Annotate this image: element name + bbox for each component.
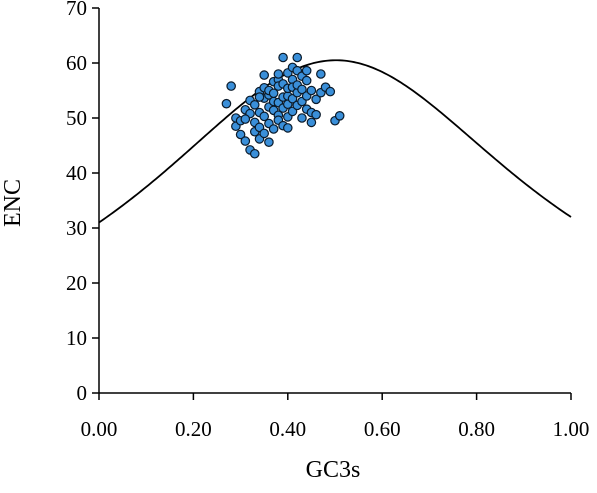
x-tick-label: 0.60	[364, 417, 401, 441]
data-point	[235, 129, 246, 140]
y-tick-label: 0	[77, 381, 88, 405]
data-point	[316, 69, 326, 79]
x-tick-label: 0.20	[175, 417, 212, 441]
data-point	[334, 111, 345, 121]
data-point	[268, 124, 279, 134]
data-point	[301, 75, 312, 86]
y-tick-label: 10	[66, 326, 87, 350]
expected-enc-curve	[98, 59, 572, 224]
data-point	[221, 98, 232, 109]
data-point	[297, 84, 307, 95]
x-tick-label: 0.80	[458, 417, 495, 441]
data-point	[254, 92, 265, 102]
x-axis: 0.00 0.20 0.40 0.60 0.80 1.00	[81, 392, 590, 441]
y-tick-label: 30	[66, 216, 87, 240]
data-point	[292, 52, 303, 63]
data-point	[325, 86, 336, 97]
data-point	[273, 69, 284, 79]
x-tick-label: 1.00	[553, 417, 590, 441]
y-tick-label: 40	[66, 161, 87, 185]
x-tick-label: 0.40	[269, 417, 306, 441]
data-point	[268, 88, 279, 99]
data-point	[259, 70, 269, 80]
data-point	[306, 85, 317, 96]
y-tick-label: 70	[66, 0, 87, 20]
data-point	[240, 136, 251, 146]
y-tick-label: 20	[66, 271, 87, 295]
x-axis-title: GC3s	[306, 457, 361, 483]
data-point	[249, 148, 260, 159]
data-point	[259, 111, 269, 122]
data-point	[282, 123, 293, 133]
x-tick-label: 0.00	[81, 417, 118, 441]
data-point	[259, 128, 269, 139]
data-point	[278, 52, 288, 63]
expected-curve-group	[98, 59, 572, 224]
y-axis-title: ENC	[0, 179, 26, 227]
scatter-points	[221, 52, 345, 159]
data-point	[240, 114, 251, 124]
data-point	[249, 100, 260, 110]
data-point	[306, 117, 317, 128]
data-point	[226, 81, 236, 91]
data-point	[311, 109, 321, 120]
data-point	[301, 65, 312, 76]
data-point	[311, 94, 321, 105]
data-point	[264, 137, 274, 147]
y-tick-label: 60	[66, 51, 87, 75]
y-tick-label: 50	[66, 106, 87, 130]
y-axis: 0 10 20 30 40 50 60 70	[66, 0, 100, 405]
data-point	[297, 113, 307, 123]
